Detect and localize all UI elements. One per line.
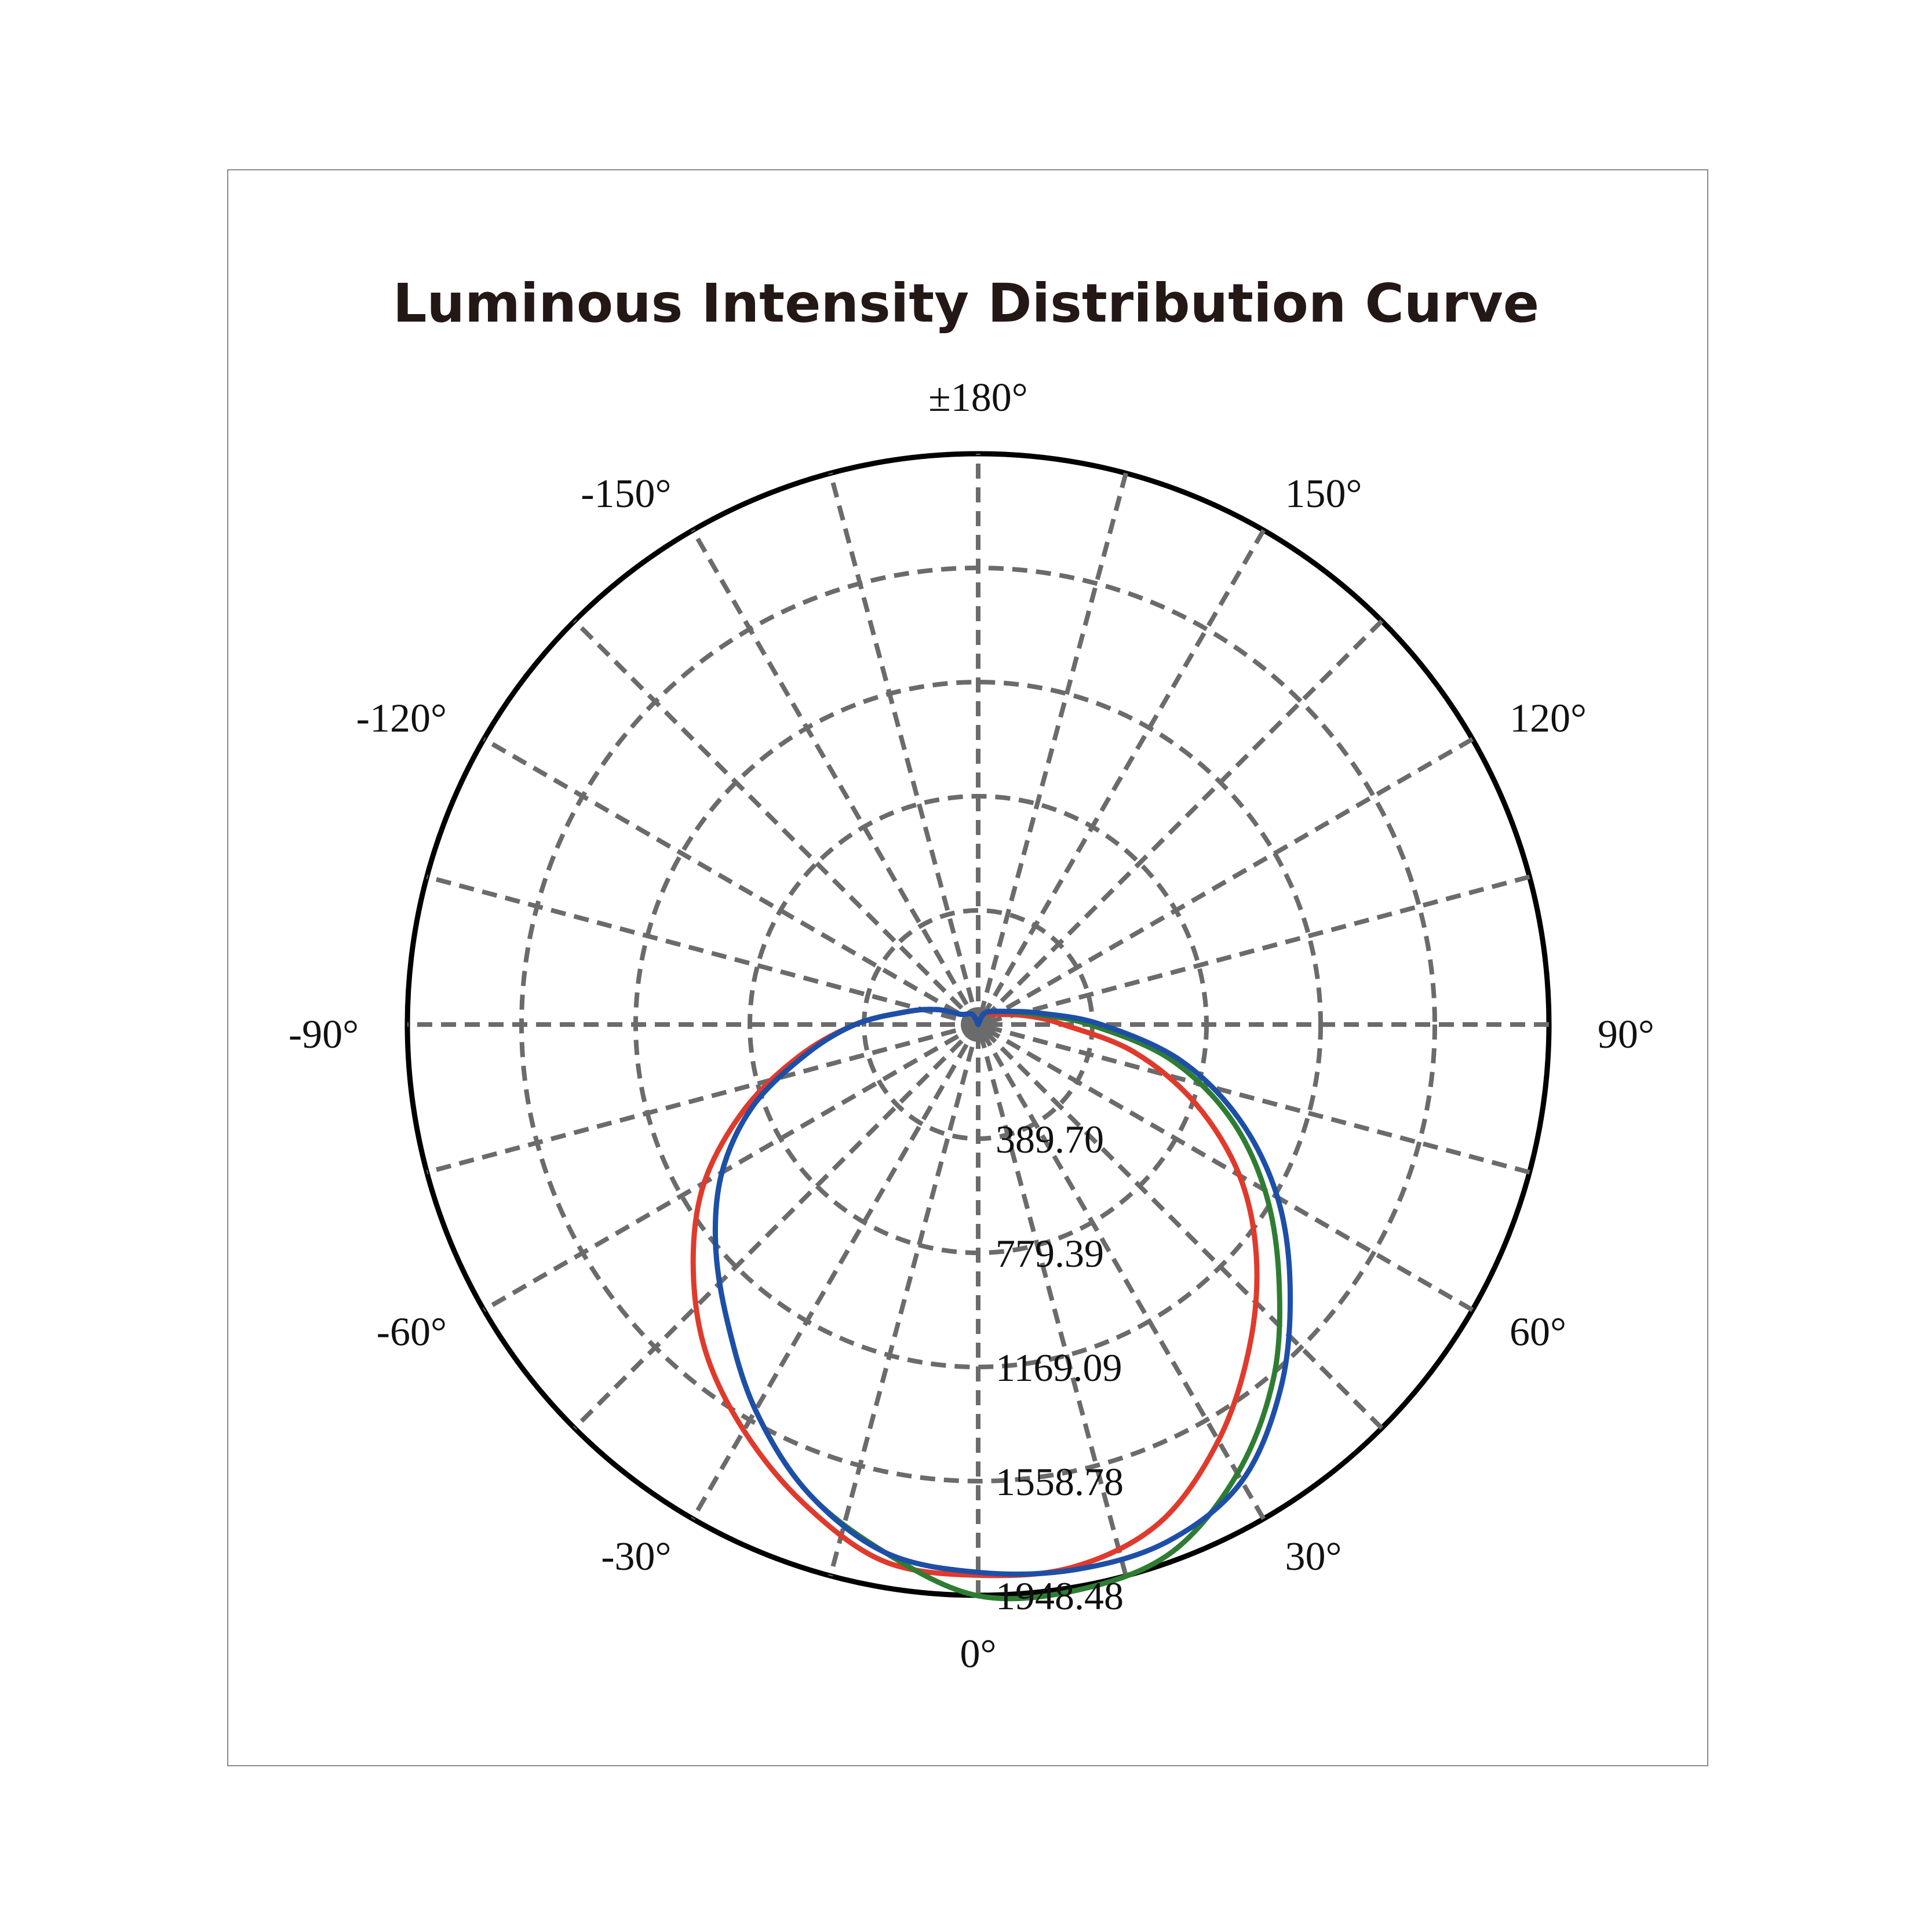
angle-tick-label: -150°	[581, 472, 671, 516]
angle-tick-label: 120°	[1510, 697, 1587, 741]
angle-tick-label: 60°	[1510, 1310, 1566, 1354]
angle-tick-label: -60°	[377, 1310, 447, 1354]
angle-tick-label: ±180°	[928, 376, 1027, 420]
radial-tick-label: 1558.78	[996, 1460, 1124, 1504]
angle-tick-label: 30°	[1285, 1534, 1342, 1579]
angle-tick-label: 90°	[1598, 1012, 1654, 1057]
series-line-1	[690, 1007, 1260, 1579]
angle-tick-label: 0°	[960, 1632, 997, 1676]
radial-tick-label: 1169.09	[996, 1346, 1122, 1390]
label-layer: 389.70 779.39 1169.09 1558.78 1948.48 0° 30° 60…	[289, 376, 1654, 1676]
chart-frame	[227, 169, 1708, 1766]
chart-title: Luminous Intensity Distribution Curve	[392, 272, 1540, 334]
angle-tick-label: 150°	[1285, 472, 1362, 516]
radial-tick-label: 389.70	[996, 1117, 1104, 1161]
angle-tick-label: -120°	[356, 697, 447, 741]
angle-tick-label: -90°	[289, 1012, 359, 1057]
angle-tick-label: -30°	[601, 1534, 671, 1579]
series-layer	[690, 1007, 1293, 1602]
radial-tick-label: 1948.48	[996, 1574, 1124, 1618]
radial-tick-label: 779.39	[996, 1231, 1104, 1275]
series-line-3	[712, 1007, 1293, 1577]
